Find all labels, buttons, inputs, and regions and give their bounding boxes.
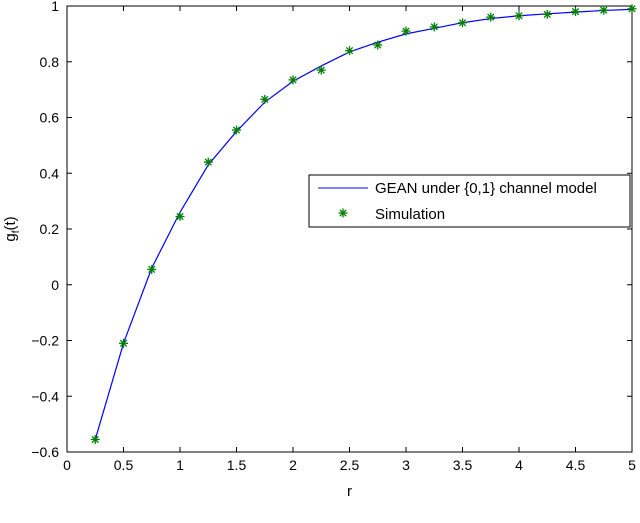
x-tick-labels: 0 0.5 1 1.5 2 2.5 3 3.5 4 4.5 5 (63, 457, 636, 473)
legend-entry-gean: GEAN under {0,1} channel model (375, 180, 597, 197)
simulation-point (627, 4, 637, 14)
simulation-point (458, 18, 467, 28)
y-tick-label: −0.2 (31, 333, 59, 349)
series-lines (94, 8, 633, 440)
x-tick-label: 4 (515, 457, 523, 473)
simulation-point (175, 211, 185, 221)
legend-entry-simulation: Simulation (375, 206, 445, 223)
axis-ticks (66, 5, 633, 453)
y-tick-labels: −0.6 −0.4 −0.2 0 0.2 0.4 0.6 0.8 1 (31, 0, 59, 460)
x-tick-label: 5 (628, 457, 636, 473)
legend-star-icon (338, 208, 348, 218)
x-tick-label: 1.5 (227, 457, 247, 473)
simulation-point (316, 65, 326, 75)
y-tick-label: 0.6 (40, 110, 60, 126)
simulation-point (401, 26, 411, 36)
y-axis-label-arg: (t) (2, 216, 19, 230)
legend-marker-swatch (338, 208, 348, 218)
x-tick-label: 3.5 (453, 457, 473, 473)
simulation-point (119, 338, 128, 348)
simulation-point (260, 94, 270, 104)
simulation-point (232, 125, 241, 135)
simulation-point (373, 40, 383, 50)
y-tick-label: −0.6 (31, 444, 59, 460)
simulation-point (147, 264, 157, 274)
x-tick-label: 2 (289, 457, 297, 473)
simulation-point (288, 75, 298, 85)
y-tick-label: 0.2 (40, 221, 60, 237)
series-markers (90, 4, 637, 444)
simulation-point (345, 46, 354, 56)
y-tick-label: 1 (51, 0, 59, 14)
legend-box (308, 174, 631, 228)
simulation-point (203, 157, 213, 167)
x-tick-label: 2.5 (340, 457, 360, 473)
y-tick-label: −0.4 (31, 388, 59, 404)
x-axis-label: r (347, 483, 352, 500)
simulation-point (429, 22, 439, 32)
simulation-point (599, 5, 609, 15)
x-tick-label: 0 (63, 457, 71, 473)
simulation-point (542, 9, 552, 19)
series-line-gean (94, 8, 633, 440)
y-axis-label: gf(t) (2, 216, 22, 241)
y-tick-label: 0.8 (40, 54, 60, 70)
x-tick-label: 4.5 (566, 457, 586, 473)
plot-area (66, 5, 633, 453)
simulation-point (486, 12, 496, 22)
x-tick-label: 3 (402, 457, 410, 473)
legend: GEAN under {0,1} channel model Simulatio… (308, 174, 631, 228)
x-tick-label: 1 (176, 457, 184, 473)
simulation-point (90, 434, 100, 444)
y-axis-label-subscript: f (11, 230, 22, 233)
x-tick-label: 0.5 (114, 457, 134, 473)
simulation-point (514, 11, 524, 21)
y-tick-label: 0.4 (40, 165, 60, 181)
simulation-point (571, 7, 580, 17)
y-tick-label: 0 (51, 277, 59, 293)
